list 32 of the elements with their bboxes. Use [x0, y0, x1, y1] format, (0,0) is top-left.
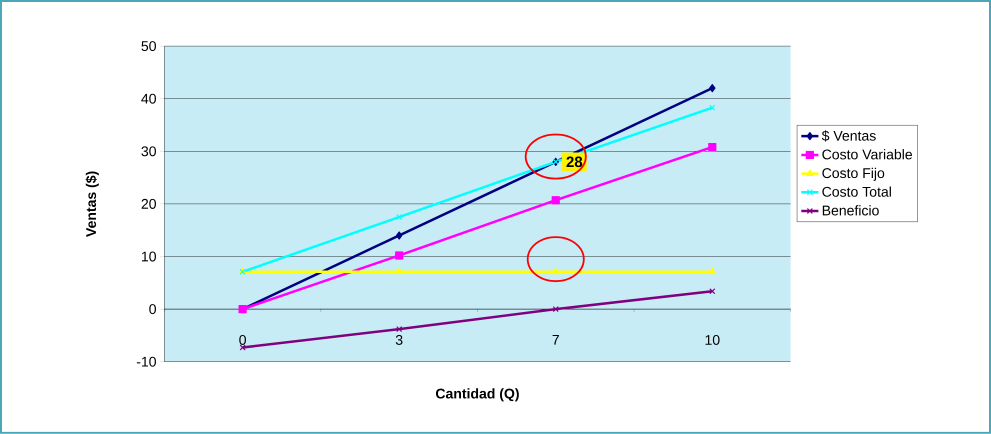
point: [709, 104, 716, 111]
point: [552, 196, 560, 204]
point: [552, 268, 560, 274]
x-tick-label: 10: [706, 335, 720, 345]
point: [395, 251, 404, 260]
x-tick-label: 0: [239, 335, 246, 345]
x-tick-label: 7: [552, 335, 559, 345]
legend-label: $ Ventas: [822, 130, 876, 142]
point: [396, 214, 402, 220]
point: [709, 288, 716, 294]
y-tick-label: -10: [136, 356, 156, 367]
legend-label: Costo Fijo: [822, 168, 884, 181]
point: [552, 306, 559, 312]
x-axis-title: Cantidad (Q): [436, 388, 519, 402]
point: [396, 231, 402, 240]
point: [396, 268, 403, 274]
y-tick-label: 40: [141, 94, 156, 104]
legend-label: Costo Variable: [822, 149, 912, 160]
point: [708, 143, 716, 152]
y-tick-label: 50: [141, 41, 156, 52]
point: [708, 268, 716, 274]
y-tick-label: 20: [142, 198, 156, 209]
point: [396, 326, 402, 332]
y-axis-title: Ventas ($): [86, 172, 99, 238]
annotation: 28: [566, 156, 582, 168]
y-tick-label: 0: [149, 304, 156, 314]
legend-label: Beneficio: [822, 205, 879, 216]
point: [709, 84, 716, 92]
legend-label: Costo Total: [822, 186, 891, 197]
y-tick-label: 30: [141, 146, 156, 156]
y-tick-label: 10: [142, 252, 156, 262]
x-tick-label: 3: [396, 335, 402, 345]
